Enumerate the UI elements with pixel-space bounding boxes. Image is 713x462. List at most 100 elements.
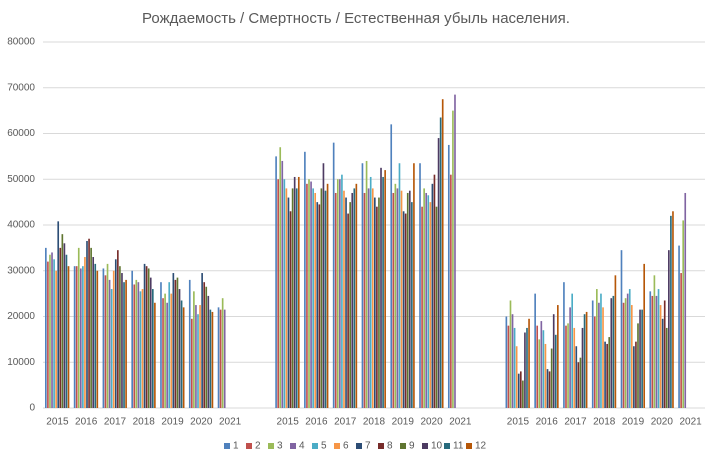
bar — [534, 293, 536, 408]
bar — [84, 257, 86, 408]
legend-swatch — [422, 443, 428, 449]
bar — [314, 192, 317, 408]
bar — [637, 323, 639, 408]
bar — [672, 211, 674, 408]
bar — [77, 247, 80, 408]
bar — [178, 289, 181, 408]
bar — [75, 266, 78, 408]
bar — [114, 259, 117, 408]
bar — [347, 213, 349, 408]
bar — [591, 300, 594, 408]
bar — [211, 311, 214, 408]
legend-swatch — [290, 443, 296, 449]
bar — [519, 371, 522, 408]
legend-label: 2 — [255, 441, 261, 452]
y-tick-label: 30000 — [7, 265, 35, 276]
bar — [655, 295, 658, 408]
x-tick-label: 2021 — [449, 417, 472, 428]
bar — [538, 339, 541, 408]
bar — [567, 323, 569, 408]
bar — [168, 282, 171, 408]
bar — [517, 373, 520, 408]
bar — [378, 197, 380, 408]
bar — [209, 309, 212, 408]
bar — [450, 174, 452, 408]
bar — [398, 163, 401, 408]
bar — [199, 305, 201, 408]
bar — [622, 302, 625, 408]
x-tick-label: 2021 — [679, 417, 702, 428]
bar — [425, 192, 428, 408]
bar — [207, 295, 210, 408]
bar — [112, 270, 115, 408]
bar — [96, 270, 99, 408]
bar — [433, 174, 436, 408]
bar — [659, 305, 662, 408]
bar — [581, 327, 584, 408]
legend-label: 7 — [365, 441, 371, 452]
bar — [369, 176, 372, 408]
bar — [119, 266, 121, 408]
bar — [164, 293, 166, 408]
bar — [554, 334, 557, 408]
x-tick-label: 2019 — [392, 417, 415, 428]
bar — [571, 293, 574, 408]
bar — [540, 321, 543, 408]
y-tick-label: 80000 — [7, 37, 35, 48]
bar — [131, 270, 134, 408]
bar — [86, 241, 88, 408]
bar — [117, 250, 119, 408]
bar — [526, 327, 528, 408]
bar — [661, 318, 664, 408]
bar — [569, 307, 571, 408]
bar — [546, 369, 549, 408]
y-tick-label: 10000 — [7, 357, 35, 368]
bar — [123, 282, 125, 408]
legend-swatch — [246, 443, 252, 449]
bar — [332, 142, 335, 408]
bar — [312, 188, 314, 408]
bar — [51, 252, 53, 408]
bar — [182, 307, 185, 408]
bar — [193, 291, 195, 408]
bar — [374, 197, 376, 408]
bar — [577, 362, 580, 408]
bar — [361, 163, 364, 408]
bar — [121, 273, 123, 408]
x-tick-label: 2017 — [564, 417, 587, 428]
bar — [110, 289, 113, 408]
y-tick-label: 0 — [29, 403, 35, 414]
bar — [431, 183, 434, 408]
bar — [336, 179, 339, 408]
bar — [528, 318, 530, 408]
bar — [279, 147, 282, 408]
bar — [454, 94, 456, 409]
bar — [396, 188, 399, 408]
bar — [133, 284, 136, 408]
bar — [104, 275, 107, 408]
bar — [404, 213, 407, 408]
bar — [139, 291, 142, 408]
bar — [557, 305, 559, 408]
chart-title: Рождаемость / Смертность / Естественная … — [142, 10, 570, 27]
bar — [639, 309, 641, 408]
legend-label: 3 — [277, 441, 283, 452]
bar — [108, 279, 111, 408]
bar — [172, 273, 175, 408]
bar — [608, 337, 611, 408]
bar — [515, 346, 518, 408]
bar — [376, 206, 378, 408]
bar — [57, 221, 60, 408]
legend-label: 6 — [343, 441, 349, 452]
bar — [326, 183, 329, 408]
bar — [90, 247, 92, 408]
bar — [145, 266, 148, 408]
bar — [411, 202, 413, 408]
bar — [544, 343, 547, 408]
x-tick-label: 2017 — [104, 417, 127, 428]
bar — [363, 192, 366, 408]
legend-swatch — [400, 443, 406, 449]
x-tick-label: 2019 — [622, 417, 645, 428]
bar — [217, 307, 220, 408]
bar — [343, 190, 345, 408]
